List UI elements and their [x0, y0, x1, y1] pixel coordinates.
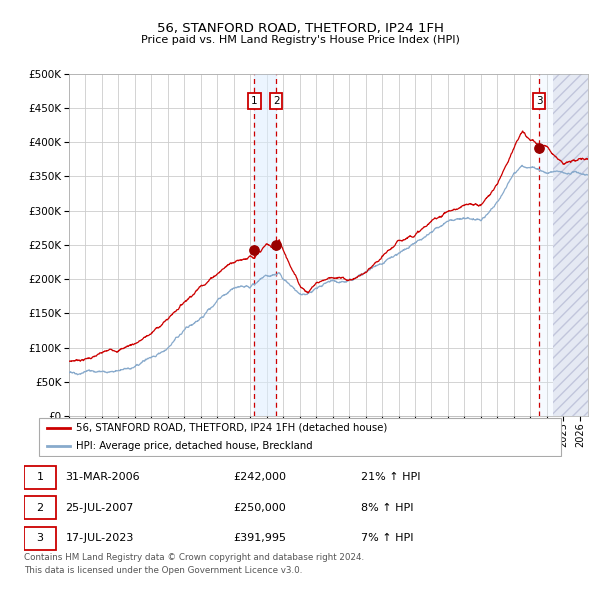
FancyBboxPatch shape [24, 466, 56, 489]
FancyBboxPatch shape [24, 496, 56, 519]
Text: Price paid vs. HM Land Registry's House Price Index (HPI): Price paid vs. HM Land Registry's House … [140, 35, 460, 45]
Text: £250,000: £250,000 [234, 503, 287, 513]
Text: 2: 2 [37, 503, 44, 513]
Text: 25-JUL-2007: 25-JUL-2007 [65, 503, 134, 513]
Text: 3: 3 [536, 96, 542, 106]
Text: 3: 3 [37, 533, 44, 543]
Text: 56, STANFORD ROAD, THETFORD, IP24 1FH (detached house): 56, STANFORD ROAD, THETFORD, IP24 1FH (d… [76, 422, 387, 432]
Text: 31-MAR-2006: 31-MAR-2006 [65, 472, 140, 482]
Text: £391,995: £391,995 [234, 533, 287, 543]
Bar [539, 74, 588, 416]
Text: 8% ↑ HPI: 8% ↑ HPI [361, 503, 413, 513]
Text: 17-JUL-2023: 17-JUL-2023 [65, 533, 134, 543]
Text: Contains HM Land Registry data © Crown copyright and database right 2024.: Contains HM Land Registry data © Crown c… [24, 553, 364, 562]
Text: 56, STANFORD ROAD, THETFORD, IP24 1FH: 56, STANFORD ROAD, THETFORD, IP24 1FH [157, 22, 443, 35]
Text: This data is licensed under the Open Government Licence v3.0.: This data is licensed under the Open Gov… [24, 566, 302, 575]
Bar [553, 74, 588, 416]
Bar [254, 74, 276, 416]
Text: 2: 2 [273, 96, 280, 106]
Text: 21% ↑ HPI: 21% ↑ HPI [361, 472, 420, 482]
Text: 7% ↑ HPI: 7% ↑ HPI [361, 533, 413, 543]
Bar [553, 74, 588, 416]
Point [271, 240, 281, 250]
Point [535, 143, 544, 152]
Point [250, 245, 259, 255]
Text: 1: 1 [37, 472, 44, 482]
Text: 1: 1 [251, 96, 257, 106]
Text: HPI: Average price, detached house, Breckland: HPI: Average price, detached house, Brec… [76, 441, 312, 451]
FancyBboxPatch shape [24, 527, 56, 550]
FancyBboxPatch shape [38, 418, 562, 456]
Text: £242,000: £242,000 [234, 472, 287, 482]
